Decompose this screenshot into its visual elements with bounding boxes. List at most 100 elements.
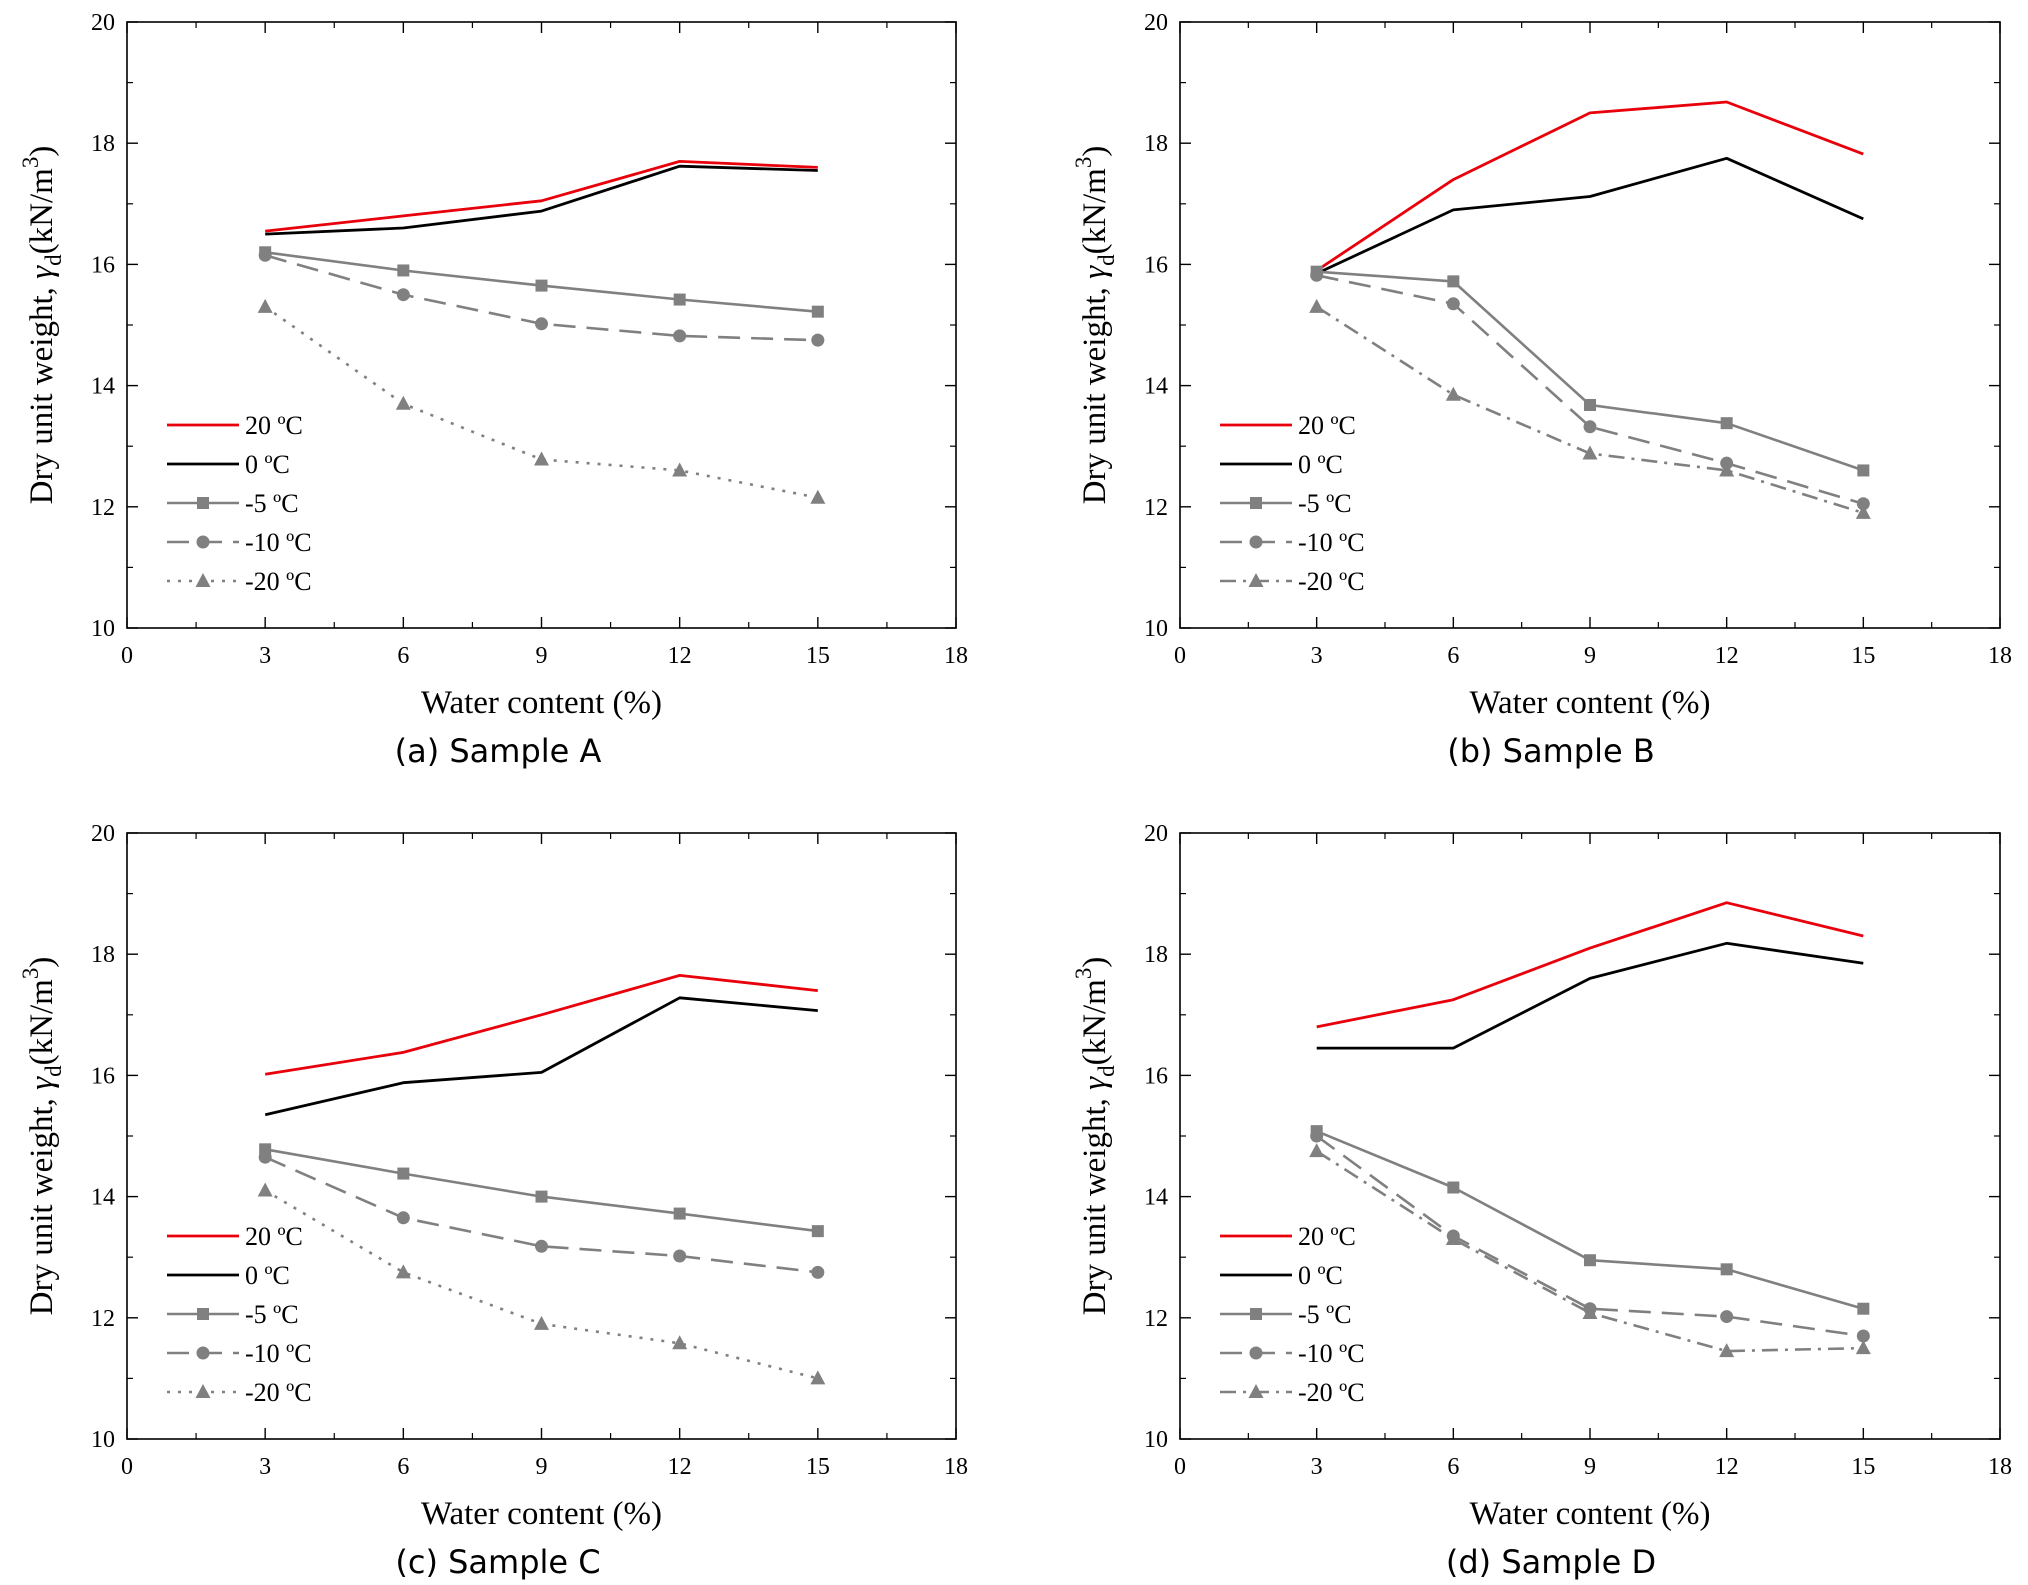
y-axis-label-text: Dry unit weight, — [24, 1090, 60, 1315]
data-point — [810, 1370, 826, 1385]
series-line — [1316, 274, 1864, 506]
y-axis-label-close: ) — [24, 957, 60, 968]
data-point — [811, 1225, 824, 1238]
data-point — [1310, 1129, 1324, 1143]
series-line — [265, 159, 818, 233]
data-point — [1445, 1231, 1461, 1246]
legend-label: -10 ºC — [245, 1339, 312, 1368]
x-axis-label: Water content (%) — [1469, 685, 1710, 721]
y-axis-label-gamma: γ — [24, 1076, 60, 1090]
series-3 — [258, 248, 825, 347]
data-point — [810, 489, 826, 504]
series-0 — [1316, 901, 1864, 1029]
x-tick-label: 3 — [259, 1454, 271, 1480]
series-2 — [1310, 1125, 1870, 1315]
data-point — [1720, 417, 1733, 430]
y-axis-label-gamma: γ — [1077, 265, 1113, 279]
data-point — [673, 1207, 686, 1220]
legend: 20 ºC 0 ºC -5 ºC -10 ºC -20 ºC — [167, 1222, 312, 1407]
legend-label: -5 ºC — [245, 1300, 299, 1329]
series-0 — [264, 974, 818, 1076]
y-axis-label-sub: d — [1094, 254, 1119, 266]
data-point — [1309, 298, 1325, 313]
data-point — [1856, 1329, 1870, 1343]
data-point — [396, 1211, 410, 1225]
y-tick-label: 16 — [1144, 1063, 1168, 1089]
series-line — [1316, 901, 1864, 1029]
legend-label: 20 ºC — [1298, 1222, 1356, 1251]
y-axis-label-text: Dry unit weight, — [24, 279, 60, 504]
data-point — [395, 1264, 411, 1279]
series-line — [1316, 1129, 1864, 1310]
panel-caption: (c) Sample C — [395, 1543, 600, 1581]
data-point — [1310, 268, 1324, 282]
x-tick-label: 12 — [668, 643, 692, 669]
series-4 — [257, 298, 826, 504]
x-tick-label: 12 — [668, 1454, 692, 1480]
panel-caption: (d) Sample D — [1446, 1543, 1656, 1581]
panel-caption: (b) Sample B — [1447, 732, 1655, 770]
series-0 — [265, 159, 818, 233]
legend-marker — [1250, 497, 1262, 509]
data-point — [811, 1265, 825, 1279]
data-point — [1857, 1302, 1870, 1315]
series-line — [1315, 100, 1864, 272]
y-axis-label: Dry unit weight, γd(kN/m3) — [18, 957, 66, 1316]
data-point — [1582, 445, 1598, 460]
data-point — [1447, 275, 1460, 288]
panel-a: 0 3 6 9 12 15 18 10 12 14 16 18 20 Water content (%) D… — [18, 10, 968, 770]
legend-label: -10 ºC — [1298, 528, 1365, 557]
data-point — [534, 1315, 549, 1330]
y-tick-label: 10 — [1144, 1427, 1168, 1453]
y-tick-label: 20 — [1144, 821, 1168, 847]
data-point — [535, 1190, 548, 1203]
x-tick-label: 6 — [397, 1454, 409, 1480]
data-point — [673, 293, 686, 306]
y-tick-label: 16 — [1144, 252, 1168, 278]
y-tick-label: 20 — [91, 821, 115, 847]
data-point — [1447, 1181, 1460, 1194]
y-axis-label-gamma: γ — [24, 265, 60, 279]
series-1 — [264, 996, 818, 1117]
legend-label: 20 ºC — [1298, 411, 1356, 440]
y-tick-label: 18 — [1144, 131, 1168, 157]
y-tick-label: 12 — [1144, 495, 1168, 521]
y-axis-label: Dry unit weight, γd(kN/m3) — [1071, 957, 1119, 1316]
legend-marker — [1250, 1308, 1262, 1320]
data-point — [535, 317, 548, 331]
x-tick-label: 9 — [1584, 643, 1596, 669]
legend: 20 ºC 0 ºC -5 ºC -10 ºC -20 ºC — [167, 411, 312, 596]
series-line — [1316, 156, 1864, 275]
legend-label: -20 ºC — [245, 567, 312, 596]
series-line — [264, 974, 818, 1076]
data-point — [1583, 420, 1597, 434]
data-point — [1857, 464, 1870, 477]
data-point — [535, 1239, 548, 1253]
y-axis-label-text: Dry unit weight, — [1077, 279, 1113, 504]
legend: 20 ºC 0 ºC -5 ºC -10 ºC -20 ºC — [1220, 411, 1365, 596]
series-2 — [259, 1143, 824, 1238]
legend-marker — [195, 573, 211, 587]
x-tick-label: 9 — [1584, 1454, 1596, 1480]
series-2 — [1310, 265, 1870, 477]
x-tick-label: 9 — [536, 643, 548, 669]
series-line — [1316, 270, 1864, 472]
x-tick-label: 12 — [1715, 1454, 1739, 1480]
y-tick-label: 12 — [91, 1306, 115, 1332]
legend-label: -5 ºC — [1298, 1300, 1352, 1329]
x-tick-label: 0 — [1174, 1454, 1186, 1480]
series-3 — [258, 1150, 825, 1279]
data-point — [1582, 1304, 1598, 1319]
x-tick-label: 18 — [1988, 1454, 2012, 1480]
panel-caption: (a) Sample A — [395, 732, 602, 770]
data-point — [1584, 398, 1596, 411]
series-line — [264, 996, 818, 1117]
y-axis-label-sup: 3 — [18, 157, 43, 169]
y-axis-label-close: ) — [1077, 146, 1113, 157]
legend-label: -20 ºC — [1298, 567, 1365, 596]
data-point — [396, 288, 410, 302]
series-1 — [265, 164, 818, 236]
data-point — [811, 305, 824, 318]
y-axis-label-unit: (kN/m — [24, 168, 60, 254]
